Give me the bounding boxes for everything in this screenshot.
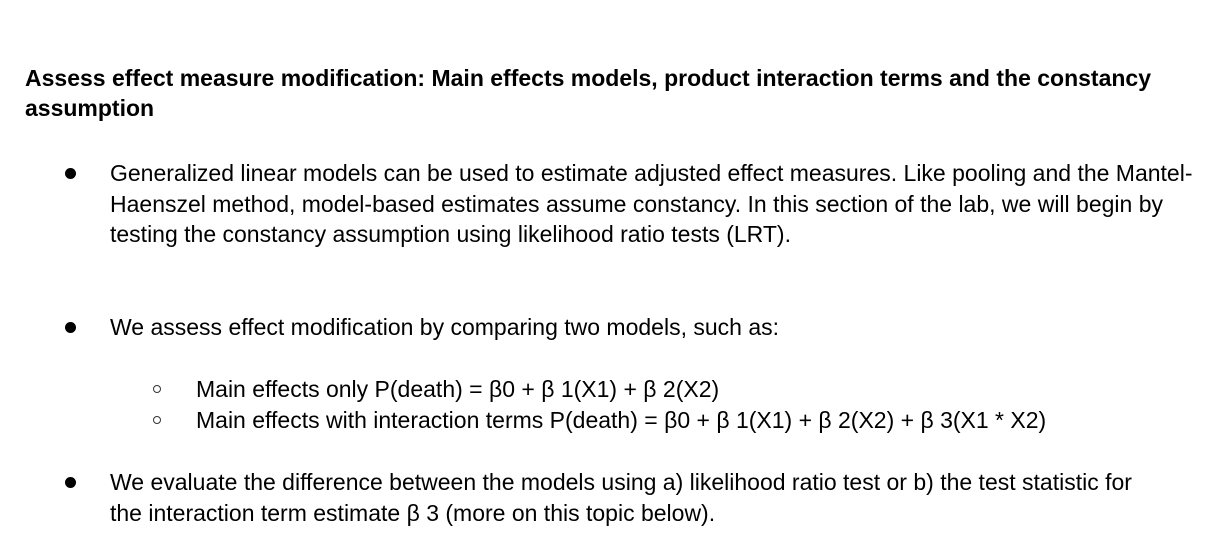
bullet-dot-icon (65, 322, 76, 333)
bullet-text: We evaluate the difference between the m… (110, 469, 1132, 526)
bullet-dot-icon (65, 477, 76, 488)
section-heading: Assess effect measure modification: Main… (25, 65, 1152, 121)
formula-interaction: Main effects with interaction terms P(de… (196, 407, 1047, 433)
bullet-text: We assess effect modification by compari… (110, 314, 780, 340)
circle-bullet-icon (153, 416, 161, 424)
formula-main-effects: Main effects only P(death) = β0 + β 1(X1… (196, 376, 720, 402)
bullet-dot-icon (65, 168, 76, 179)
bullet-text: Generalized linear models can be used to… (110, 160, 1193, 247)
circle-bullet-icon (153, 385, 161, 393)
